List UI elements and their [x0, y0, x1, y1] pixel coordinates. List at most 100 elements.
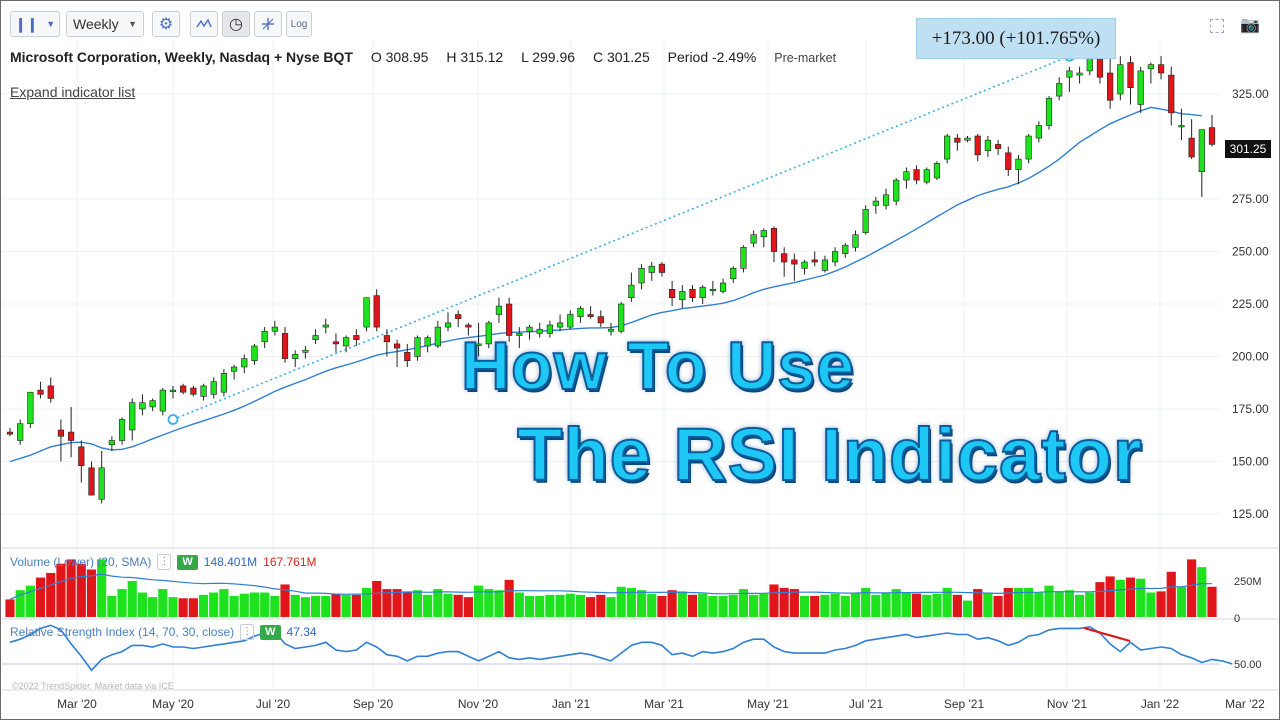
candle-body	[709, 288, 716, 292]
timeframe-select[interactable]: Weekly ▼	[66, 11, 144, 37]
candle-body	[475, 343, 482, 346]
candle-body	[37, 389, 44, 395]
time-tick-label: Nov '21	[1047, 697, 1088, 711]
candle-body	[322, 324, 329, 328]
volume-bar	[473, 585, 484, 617]
volume-bar	[759, 593, 769, 617]
settings-button[interactable]: ⚙	[152, 11, 180, 37]
high-value: H 315.12	[446, 49, 504, 65]
price-tick-label: 200.00	[1232, 350, 1269, 364]
indicator-button[interactable]	[190, 11, 218, 37]
price-tick-label: 175.00	[1232, 402, 1269, 416]
candle-body	[1198, 129, 1205, 172]
volume-tick-label: 0	[1234, 613, 1240, 625]
volume-bar	[677, 591, 687, 617]
rsi-w-badge[interactable]: W	[260, 624, 281, 640]
candle-body	[251, 345, 258, 361]
volume-bar	[749, 594, 759, 617]
volume-bar	[351, 594, 361, 617]
candle-body	[1015, 158, 1022, 170]
log-label: Log	[290, 18, 308, 30]
price-tick-label: 275.00	[1232, 192, 1269, 206]
measure-start-handle	[167, 414, 179, 425]
volume-bar	[137, 592, 148, 617]
volume-bar	[341, 594, 351, 617]
time-tick-label: Sep '20	[353, 697, 394, 711]
volume-w-badge[interactable]: W	[177, 554, 198, 570]
volume-bar	[229, 595, 239, 617]
chart-type-dropdown[interactable]: ❙❙ ▼	[10, 11, 60, 37]
candle-body	[933, 163, 941, 179]
volume-bar	[117, 589, 127, 617]
volume-menu-button[interactable]: ⋮	[157, 554, 172, 570]
candle-body	[954, 137, 961, 143]
candle-body	[1147, 64, 1154, 70]
volume-bar	[993, 595, 1003, 617]
volume-bar	[555, 594, 565, 617]
volume-bar	[331, 593, 341, 617]
candle-body	[628, 284, 635, 299]
candle-body	[1208, 127, 1216, 145]
candle-body	[98, 467, 105, 500]
volume-bar	[433, 589, 443, 617]
candle-body	[424, 337, 431, 347]
candle-body	[821, 259, 829, 271]
volume-bar	[1044, 585, 1054, 617]
volume-bar	[392, 589, 402, 617]
time-tick-label: Jan '22	[1141, 697, 1180, 711]
volume-bar	[912, 593, 922, 617]
candle-body	[923, 169, 930, 183]
candle-body	[292, 354, 299, 359]
candle-body	[231, 366, 238, 372]
rsi-menu-button[interactable]: ⋮	[240, 624, 255, 640]
time-tick-label: Jan '21	[552, 697, 591, 711]
candle-body	[852, 234, 859, 248]
volume-bar	[738, 589, 749, 617]
overlay-title-line1: How To Use	[460, 327, 856, 405]
candle-body	[1066, 70, 1073, 78]
volume-bar	[46, 572, 56, 617]
volume-bar	[1024, 587, 1034, 617]
candle-body	[129, 402, 136, 431]
time-tick-label: Mar '21	[644, 697, 684, 711]
candle-body	[842, 244, 849, 254]
candle-body	[872, 200, 879, 206]
volume-bar	[891, 589, 901, 617]
expand-indicator-link[interactable]: Expand indicator list	[10, 84, 136, 100]
time-tick-label: May '21	[747, 697, 789, 711]
volume-bar	[361, 587, 372, 617]
volume-bar	[1013, 587, 1024, 617]
candle-body	[1178, 125, 1185, 128]
candle-body	[118, 419, 126, 441]
candle-body	[781, 253, 788, 263]
candle-body	[1035, 125, 1042, 139]
candle-body	[964, 137, 971, 141]
candle-body	[1056, 83, 1063, 97]
volume-bar	[56, 563, 66, 617]
candle-body	[1188, 137, 1195, 158]
volume-bar	[148, 597, 158, 617]
volume-bar	[1207, 586, 1217, 617]
camera-icon[interactable]: 📷	[1240, 17, 1260, 34]
volume-bar	[443, 593, 453, 617]
candle-body	[495, 305, 503, 315]
candle-body	[607, 328, 615, 332]
fullscreen-icon[interactable]	[1210, 19, 1224, 33]
volume-bar	[127, 581, 137, 617]
volume-bar	[402, 591, 412, 617]
volume-bar	[423, 594, 433, 617]
candle-body	[149, 400, 156, 408]
volume-bar	[158, 589, 168, 617]
rsi-divergence-line	[1083, 626, 1131, 643]
candle-body	[791, 259, 798, 265]
drawing-tools-button[interactable]	[254, 11, 282, 37]
log-scale-button[interactable]: Log	[286, 11, 312, 37]
time-button[interactable]: ◷	[222, 11, 250, 37]
volume-bar	[1176, 586, 1187, 617]
volume-bar	[575, 594, 586, 617]
candle-body	[1107, 72, 1114, 101]
volume-bar	[5, 599, 15, 617]
candle-body	[699, 286, 706, 299]
volume-bar	[86, 569, 97, 617]
